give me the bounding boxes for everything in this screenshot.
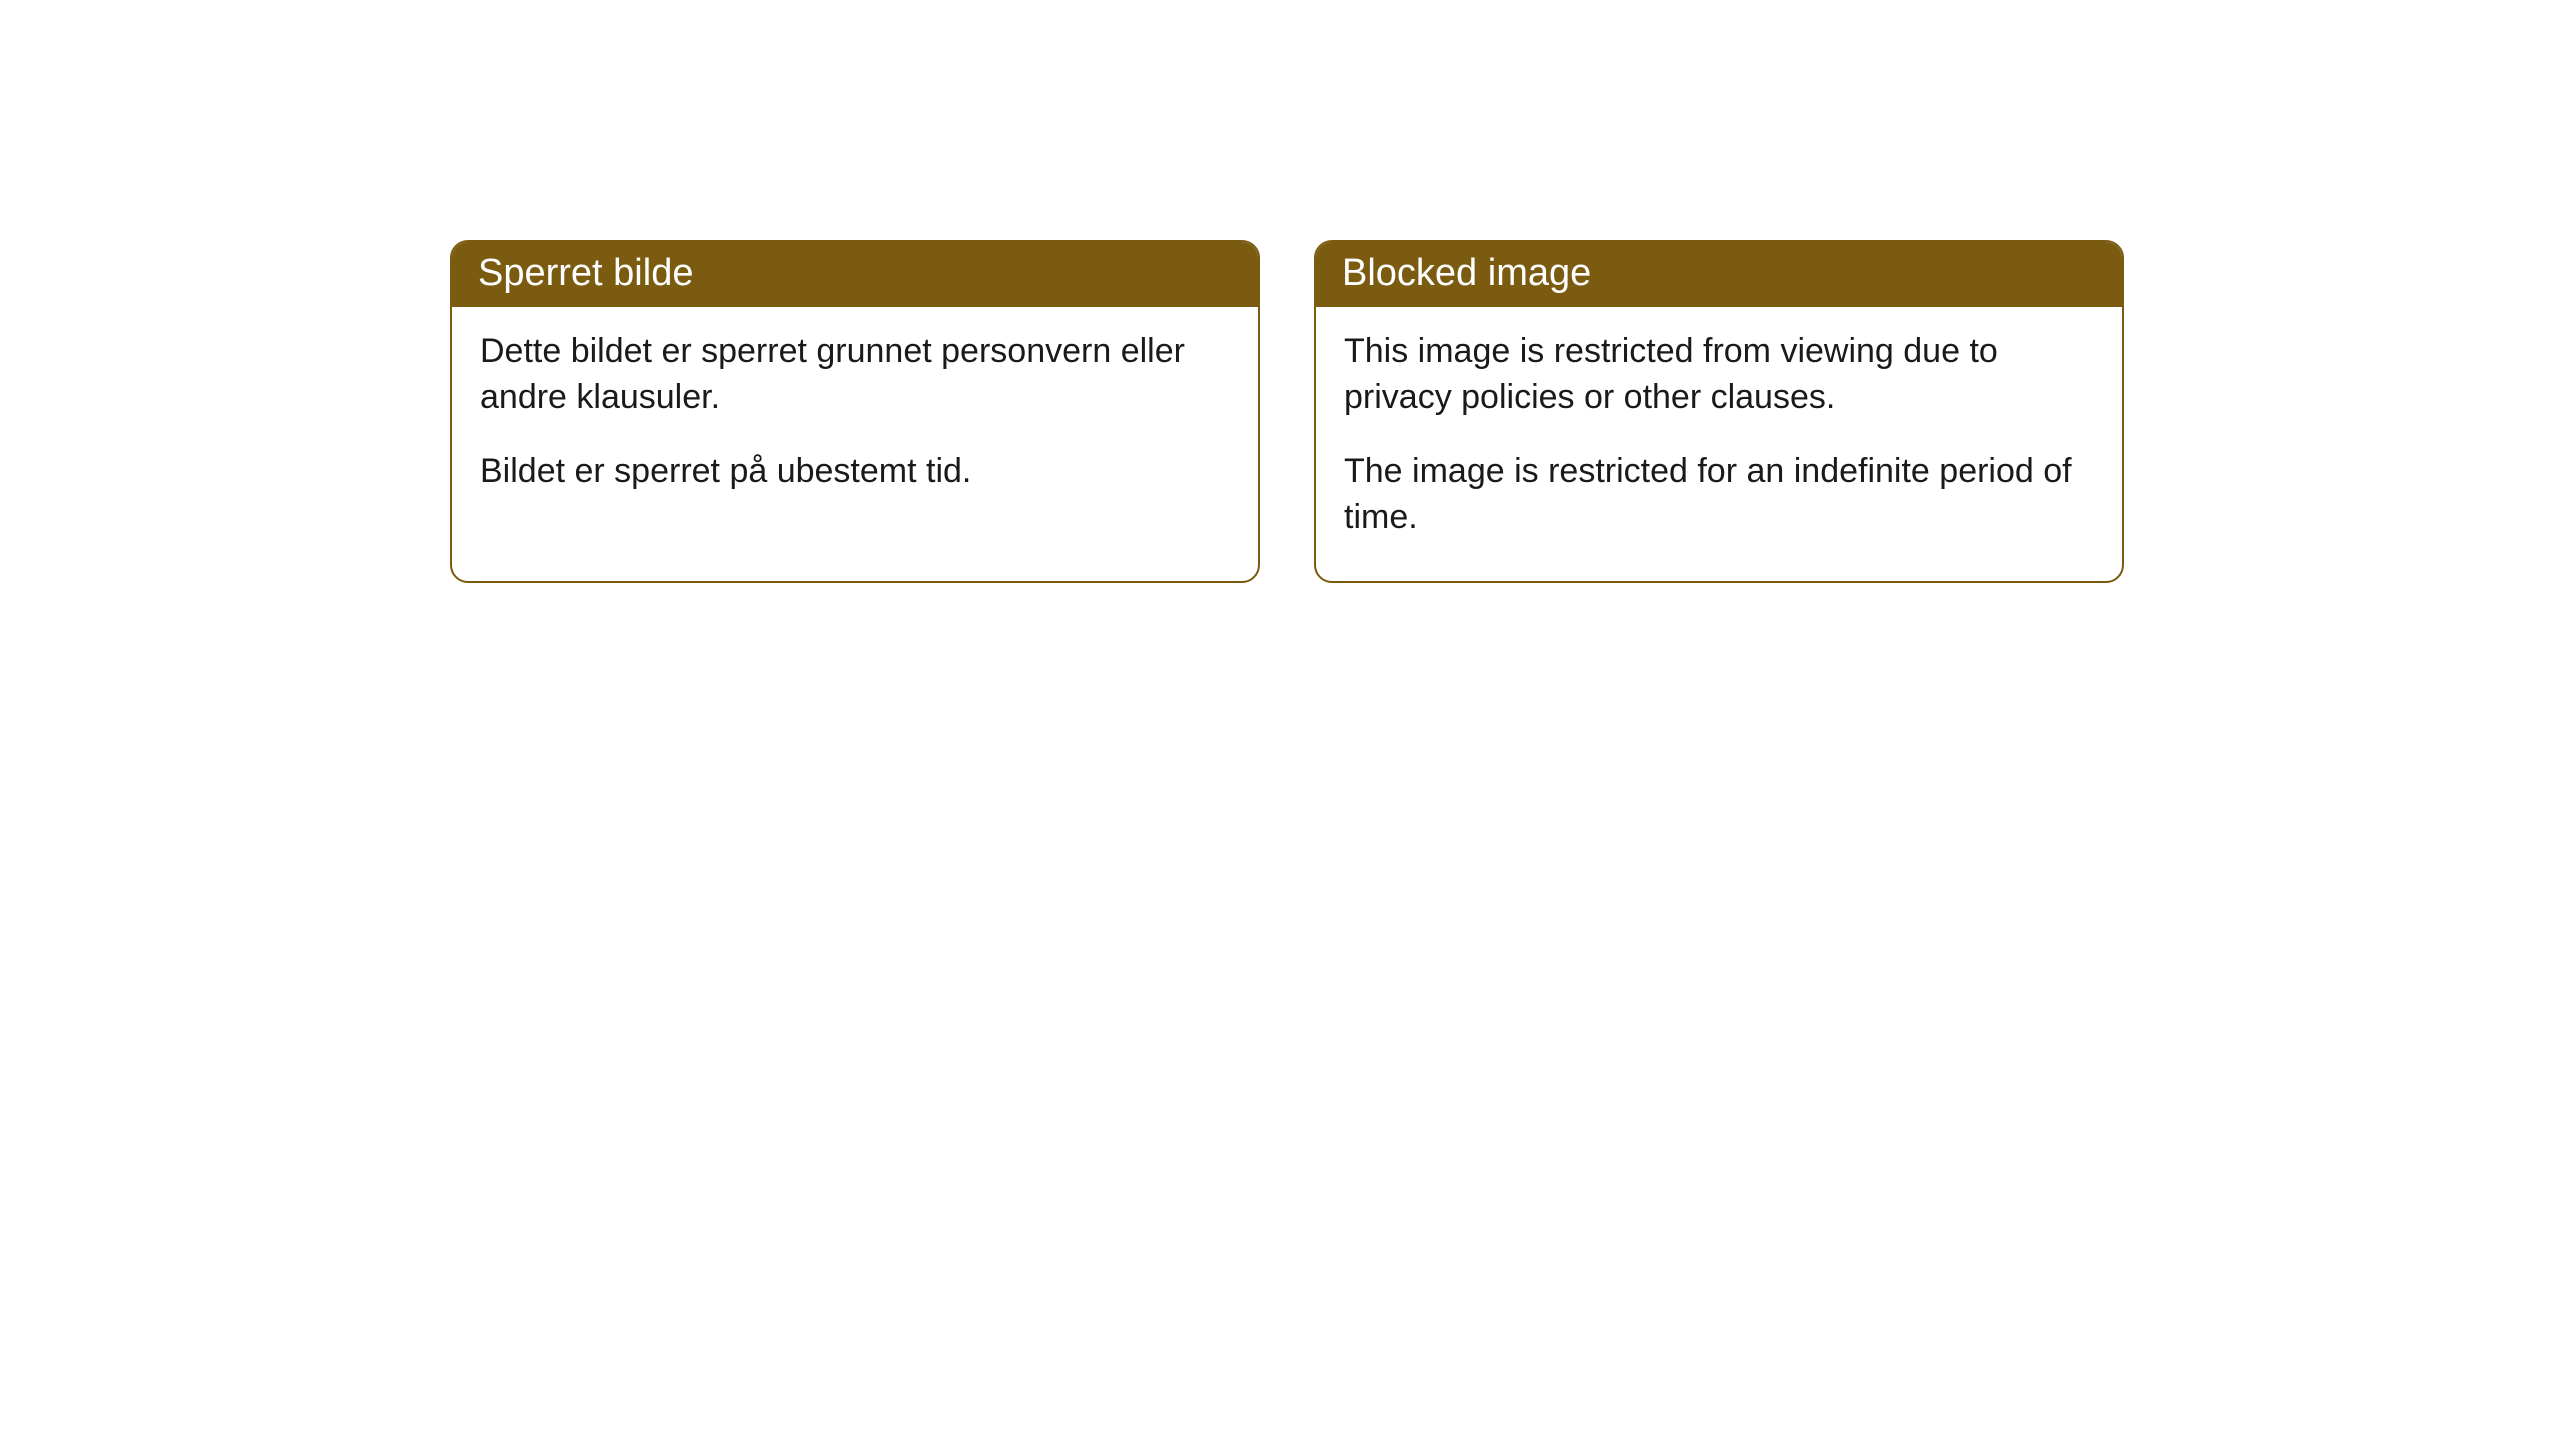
card-body-english: This image is restricted from viewing du… — [1316, 307, 2122, 581]
card-header-norwegian: Sperret bilde — [452, 242, 1258, 307]
notice-text-2: The image is restricted for an indefinit… — [1344, 449, 2094, 541]
notice-text-1: Dette bildet er sperret grunnet personve… — [480, 329, 1230, 421]
notice-text-1: This image is restricted from viewing du… — [1344, 329, 2094, 421]
notice-card-norwegian: Sperret bilde Dette bildet er sperret gr… — [450, 240, 1260, 583]
card-header-english: Blocked image — [1316, 242, 2122, 307]
card-body-norwegian: Dette bildet er sperret grunnet personve… — [452, 307, 1258, 535]
notice-text-2: Bildet er sperret på ubestemt tid. — [480, 449, 1230, 495]
notice-container: Sperret bilde Dette bildet er sperret gr… — [0, 0, 2560, 583]
notice-card-english: Blocked image This image is restricted f… — [1314, 240, 2124, 583]
